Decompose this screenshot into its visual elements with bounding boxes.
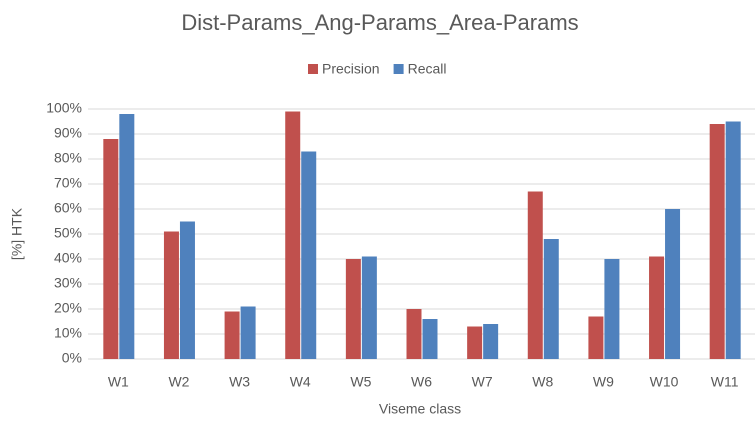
bar (543, 239, 559, 359)
bar (709, 124, 725, 359)
y-tick-label: 30% (54, 275, 82, 291)
bar (301, 151, 317, 359)
bar (240, 306, 256, 359)
bar (119, 114, 135, 359)
y-tick-label: 20% (54, 300, 82, 316)
bar (224, 311, 240, 359)
y-tick-label: 50% (54, 225, 82, 241)
x-axis-label: Viseme class (379, 401, 461, 417)
chart-title: Dist-Params_Ang-Params_Area-Params (181, 10, 578, 35)
y-axis-label: [%] HTK (9, 207, 25, 260)
bar (467, 326, 483, 359)
bar (665, 209, 681, 359)
y-tick-label: 60% (54, 200, 82, 216)
y-tick-label: 0% (62, 350, 82, 366)
y-tick-label: 100% (46, 100, 82, 116)
bar (483, 324, 499, 359)
y-tick-label: 80% (54, 150, 82, 166)
bar (406, 309, 422, 359)
legend-label: Precision (322, 61, 380, 77)
x-tick-label: W2 (168, 374, 189, 390)
bar (527, 191, 543, 359)
bar (163, 231, 179, 359)
y-tick-label: 70% (54, 175, 82, 191)
x-tick-label: W1 (108, 374, 129, 390)
y-tick-label: 90% (54, 125, 82, 141)
x-tick-label: W10 (650, 374, 679, 390)
x-tick-label: W7 (472, 374, 493, 390)
bar (604, 259, 620, 359)
x-tick-label: W9 (593, 374, 614, 390)
x-tick-label: W11 (711, 374, 739, 390)
bar (422, 319, 438, 359)
bar (588, 316, 604, 359)
y-tick-label: 40% (54, 250, 82, 266)
x-tick-label: W6 (411, 374, 432, 390)
bar (285, 111, 301, 359)
legend-label: Recall (408, 61, 447, 77)
legend-swatch (393, 64, 404, 74)
bar (649, 256, 665, 359)
x-tick-label: W4 (290, 374, 311, 390)
bar (725, 121, 741, 359)
x-tick-label: W5 (350, 374, 371, 390)
x-tick-label: W3 (229, 374, 250, 390)
bar (361, 256, 377, 359)
x-tick-label: W8 (532, 374, 553, 390)
bar (179, 221, 195, 359)
legend-swatch (308, 64, 318, 74)
bar (103, 139, 119, 359)
y-tick-label: 10% (54, 325, 82, 341)
bar (345, 259, 361, 359)
